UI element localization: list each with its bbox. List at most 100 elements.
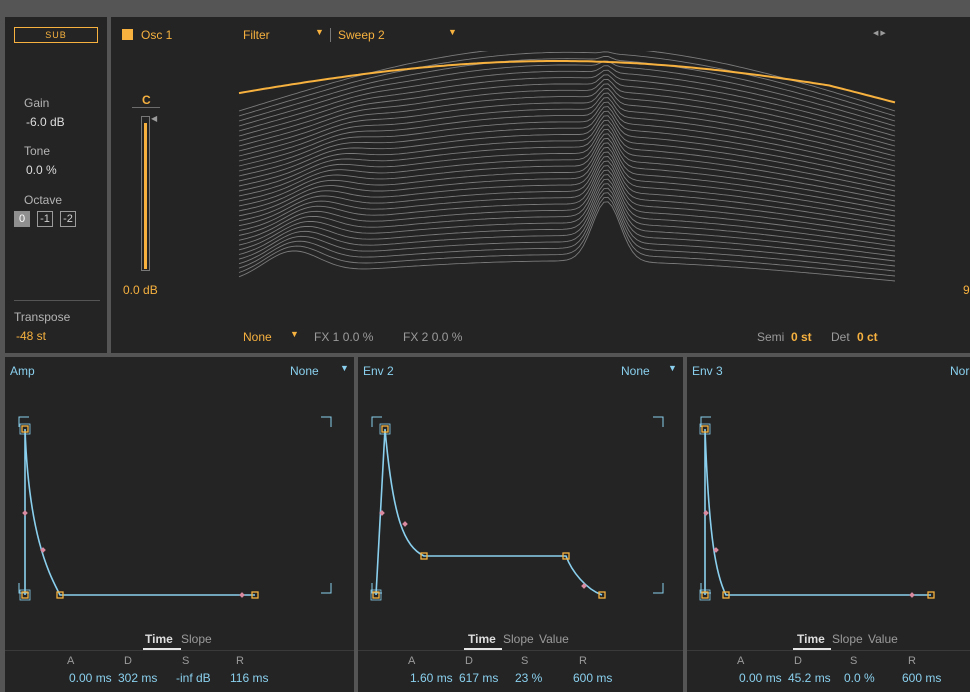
wavetable-frame-line (238, 92, 896, 162)
envelope-graph[interactable] (358, 357, 683, 617)
envelope-node (21, 425, 29, 433)
tab-time[interactable]: Time (797, 632, 825, 646)
wavetable-frame-line (238, 146, 896, 222)
level-note-underline (132, 107, 160, 108)
gain-value[interactable]: -6.0 dB (26, 115, 65, 129)
wavetable-frame-line (238, 124, 896, 197)
det-value[interactable]: 0 ct (857, 330, 878, 344)
param-label-a: A (737, 655, 745, 667)
level-fader[interactable] (141, 116, 150, 271)
param-value-s[interactable]: 0.0 % (844, 671, 875, 685)
level-note-label: C (142, 93, 151, 107)
tab-time[interactable]: Time (145, 632, 173, 646)
wavetable-frame-line (238, 51, 896, 117)
envelope-mode-dropdown[interactable]: None ▼ (621, 363, 683, 378)
param-value-a[interactable]: 0.00 ms (69, 671, 112, 685)
arrow-left-right-icon[interactable]: ◀▶ (873, 30, 888, 37)
tab-slope[interactable]: Slope (503, 632, 534, 646)
wavetable-frame-line (238, 78, 896, 147)
slope-handle (909, 592, 915, 598)
envelope-node (701, 425, 709, 433)
graph-corner-tl (371, 416, 382, 427)
sub-toggle-button[interactable]: SUB (14, 27, 98, 43)
envelope-mode-label: Nor (950, 364, 970, 378)
envelope-panel-env-3: Env 3 Nor ▼ Time Slope Value A 0.00 ms D 45.2 m… (687, 357, 970, 692)
level-fader-fill (144, 123, 147, 269)
envelope-node (598, 591, 606, 599)
envelope-graph[interactable] (687, 357, 970, 617)
tone-label: Tone (24, 144, 51, 158)
envelope-mode-dropdown[interactable]: None ▼ (290, 363, 354, 378)
envelope-node-outline (370, 589, 382, 601)
tab-slope[interactable]: Slope (832, 632, 863, 646)
envelope-mode-dropdown[interactable]: Nor ▼ (950, 364, 970, 378)
param-value-r[interactable]: 116 ms (230, 671, 269, 685)
fx2-value: 0.0 % (431, 330, 463, 344)
wavetable-frame-line (238, 187, 896, 267)
wavetable-frame-line (238, 160, 896, 237)
wavetable-display[interactable] (229, 51, 909, 321)
envelope-node (701, 591, 709, 599)
level-handle-icon: ◀ (151, 114, 158, 123)
tab-slope[interactable]: Slope (181, 632, 212, 646)
param-value-d[interactable]: 45.2 ms (788, 671, 831, 685)
envelope-panel-env-2: Env 2 None ▼ Time Slope Value A 1.60 ms D 617 m… (358, 357, 683, 692)
wavetable-dropdown-label: Sweep 2 (338, 28, 385, 42)
graph-corner-tr (321, 416, 332, 427)
params-divider (5, 650, 354, 651)
wavetable-frame-line (238, 192, 896, 272)
envelope-node (21, 591, 29, 599)
envelope-node (372, 591, 380, 599)
octave-0-button[interactable]: 0 (14, 211, 30, 227)
envelope-node (927, 591, 935, 599)
param-value-a[interactable]: 0.00 ms (739, 671, 782, 685)
envelope-node-outline (699, 423, 711, 435)
wavetable-frame-line (238, 133, 896, 207)
envelope-title: Amp (10, 364, 35, 378)
tab-value[interactable]: Value (539, 632, 569, 646)
param-value-a[interactable]: 1.60 ms (410, 671, 453, 685)
fx1-control[interactable]: FX 1 0.0 % (314, 330, 373, 344)
param-value-r[interactable]: 600 ms (573, 671, 613, 685)
wavetable-frame-line (238, 56, 896, 122)
chevron-down-icon: ▼ (340, 363, 349, 373)
octave-minus2-button[interactable]: -2 (60, 211, 76, 227)
wavetable-dropdown[interactable]: Sweep 2 ▼ (338, 27, 458, 42)
gain-label: Gain (24, 96, 50, 110)
wavetable-frame-line (238, 169, 896, 247)
wavetable-frame-line (238, 65, 896, 132)
param-label-a: A (408, 655, 416, 667)
tone-value[interactable]: 0.0 % (26, 163, 57, 177)
semi-label: Semi (757, 330, 785, 344)
param-value-d[interactable]: 302 ms (118, 671, 158, 685)
param-label-d: D (794, 655, 802, 667)
dropdown-separator (330, 28, 331, 42)
sub-oscillator-panel: SUB Gain -6.0 dB Tone 0.0 % Octave 0 -1 … (5, 17, 107, 353)
level-value[interactable]: 0.0 dB (123, 283, 158, 297)
wavetable-frame-line (238, 119, 896, 192)
wavetable-frame-line (238, 151, 896, 227)
octave-label: Octave (24, 193, 63, 207)
envelope-node (420, 552, 428, 560)
wavetable-frame-line (238, 74, 896, 142)
envelope-node-outline (379, 423, 391, 435)
tab-time[interactable]: Time (468, 632, 496, 646)
filter-dropdown[interactable]: Filter ▼ (243, 27, 325, 42)
envelope-graph[interactable] (5, 357, 354, 617)
transpose-divider (14, 300, 100, 301)
semi-value[interactable]: 0 st (791, 330, 812, 344)
octave-minus1-button[interactable]: -1 (37, 211, 53, 227)
param-label-r: R (579, 655, 587, 667)
tab-value[interactable]: Value (868, 632, 898, 646)
param-value-s[interactable]: -inf dB (176, 671, 211, 685)
param-value-d[interactable]: 617 ms (459, 671, 499, 685)
transpose-value[interactable]: -48 st (16, 329, 47, 343)
osc-enable-toggle[interactable] (122, 29, 133, 40)
wavetable-frame-line (238, 128, 896, 202)
param-value-s[interactable]: 23 % (515, 671, 543, 685)
param-value-r[interactable]: 600 ms (902, 671, 942, 685)
slope-handle (239, 592, 245, 598)
graph-corner-br (321, 583, 332, 594)
fx2-control[interactable]: FX 2 0.0 % (403, 330, 462, 344)
fx-mode-dropdown[interactable]: None ▼ (243, 329, 303, 344)
